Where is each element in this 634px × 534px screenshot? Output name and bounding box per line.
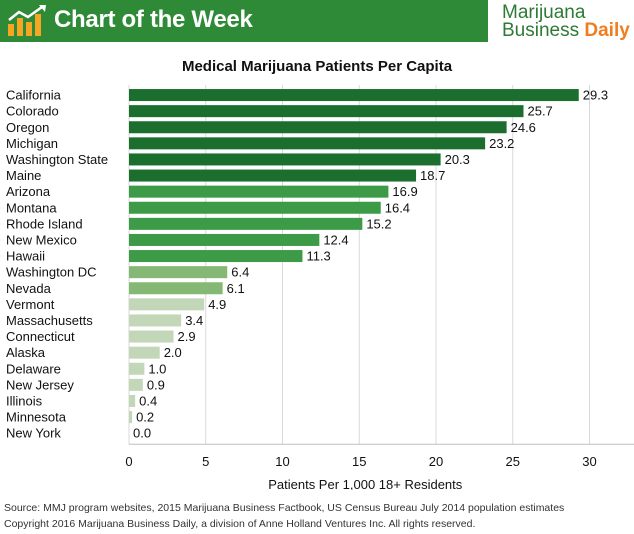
category-label: Connecticut: [6, 329, 75, 344]
data-label: 20.3: [445, 152, 470, 167]
category-label: Oregon: [6, 120, 49, 135]
x-tick-label: 5: [202, 454, 209, 469]
data-label: 3.4: [185, 313, 203, 328]
data-label: 16.4: [385, 200, 410, 215]
category-label: Massachusetts: [6, 313, 93, 328]
brand-line2: Business Daily: [502, 20, 630, 42]
brand-line2-b: Daily: [584, 20, 630, 41]
data-label: 18.7: [420, 168, 445, 183]
bar-chart: California 29.3 Colorado 25.7 Oregon 24.6 Mich…: [6, 85, 634, 490]
bar: [129, 346, 160, 359]
bar-chart-arrow-icon: [8, 5, 46, 36]
bar: [129, 233, 320, 246]
source-note: Source: MMJ program websites, 2015 Marij…: [4, 502, 565, 514]
data-label: 6.1: [227, 281, 245, 296]
category-label: Arizona: [6, 184, 51, 199]
category-label: Rhode Island: [6, 216, 83, 231]
x-axis-title: Patients Per 1,000 18+ Residents: [268, 477, 463, 490]
bar: [129, 105, 524, 118]
category-label: California: [6, 88, 62, 103]
bar: [129, 137, 486, 150]
data-label: 4.9: [208, 297, 226, 312]
category-label: Washington State: [6, 152, 108, 167]
bar: [129, 121, 507, 134]
bar: [129, 153, 441, 166]
chart-title: Medical Marijuana Patients Per Capita: [181, 58, 453, 75]
x-tick-label: 0: [125, 454, 132, 469]
data-label: 1.0: [148, 361, 166, 376]
data-label: 0.4: [139, 393, 157, 408]
data-label: 0.2: [136, 410, 154, 425]
category-label: Hawaii: [6, 249, 45, 264]
data-label: 24.6: [511, 120, 536, 135]
bar: [129, 298, 205, 311]
category-label: Illinois: [6, 393, 43, 408]
bar: [129, 250, 303, 263]
banner-title: Chart of the Week: [54, 6, 253, 33]
category-label: Vermont: [6, 297, 55, 312]
bar: [129, 169, 417, 182]
brand-line1: Marijuana: [502, 2, 586, 23]
data-label: 0.0: [133, 426, 151, 441]
bar: [129, 217, 363, 230]
copyright-note: Copyright 2016 Marijuana Business Daily,…: [4, 518, 476, 530]
category-label: New Mexico: [6, 232, 77, 247]
data-label: 29.3: [583, 88, 608, 103]
data-label: 16.9: [392, 184, 417, 199]
category-label: Nevada: [6, 281, 52, 296]
category-label: Maine: [6, 168, 41, 183]
bar: [129, 89, 579, 102]
bar: [129, 201, 381, 214]
data-label: 12.4: [323, 232, 348, 247]
category-label: Washington DC: [6, 265, 97, 280]
x-tick-label: 30: [582, 454, 596, 469]
category-label: Colorado: [6, 104, 59, 119]
bar: [129, 378, 143, 391]
brand-line2-a: Business: [502, 20, 585, 41]
data-label: 6.4: [231, 265, 249, 280]
data-label: 15.2: [366, 216, 391, 231]
bar: [129, 266, 228, 279]
bar: [129, 282, 223, 295]
bar: [129, 394, 136, 407]
bar: [129, 185, 389, 198]
x-tick-label: 20: [429, 454, 443, 469]
data-label: 2.9: [178, 329, 196, 344]
header-banner: Chart of the Week Marijuana Business Dai…: [0, 0, 634, 42]
data-label: 23.2: [489, 136, 514, 151]
category-label: New York: [6, 426, 61, 441]
category-label: Michigan: [6, 136, 58, 151]
bar: [129, 314, 182, 327]
bar: [129, 330, 174, 343]
x-tick-label: 25: [506, 454, 520, 469]
x-tick-label: 10: [275, 454, 289, 469]
bar: [129, 362, 145, 375]
x-tick-label: 15: [352, 454, 366, 469]
data-label: 0.9: [147, 377, 165, 392]
category-label: Alaska: [6, 345, 46, 360]
category-label: New Jersey: [6, 377, 74, 392]
data-label: 11.3: [306, 249, 330, 264]
category-label: Delaware: [6, 361, 61, 376]
data-label: 25.7: [527, 104, 552, 119]
category-label: Montana: [6, 200, 57, 215]
data-label: 2.0: [164, 345, 182, 360]
bar: [129, 411, 133, 424]
brand-logo: Marijuana Business Daily: [488, 0, 634, 42]
category-label: Minnesota: [6, 410, 67, 425]
